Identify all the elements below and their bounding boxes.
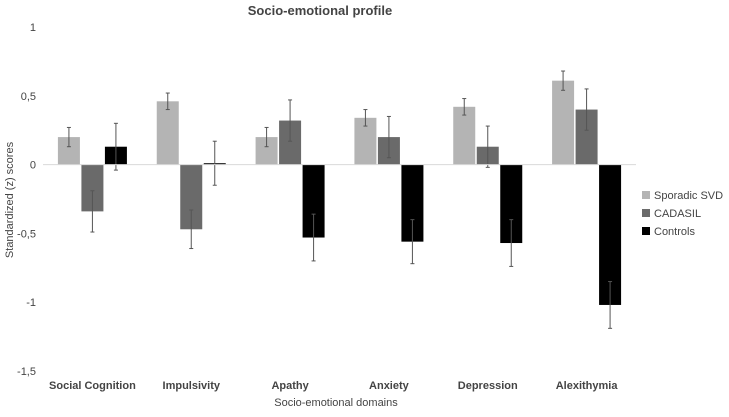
- y-tick-label: -1,5: [17, 366, 36, 378]
- y-axis-label: Standardized (z) scores: [4, 141, 16, 258]
- x-tick-label: Social Cognition: [49, 380, 136, 392]
- legend-label: CADASIL: [654, 208, 701, 220]
- x-axis-label: Socio-emotional domains: [274, 397, 398, 409]
- bar-sporadic-svd: [552, 80, 575, 165]
- bar-cadasil: [81, 164, 104, 212]
- legend-label: Controls: [654, 226, 695, 238]
- x-tick-label: Anxiety: [369, 380, 410, 392]
- bar-cadasil: [575, 109, 598, 165]
- bar-cadasil: [180, 164, 203, 230]
- y-tick-label: -1: [26, 297, 36, 309]
- y-tick-label: -0,5: [17, 228, 36, 240]
- bar-sporadic-svd: [354, 117, 377, 165]
- error-bars-layer: [66, 70, 613, 329]
- bar-sporadic-svd: [57, 137, 80, 165]
- bar-sporadic-svd: [255, 137, 278, 165]
- bar-cadasil: [279, 120, 302, 165]
- y-tick-label: 0: [30, 160, 36, 172]
- bar-controls: [500, 164, 523, 244]
- x-tick-label: Depression: [458, 380, 518, 392]
- bar-sporadic-svd: [453, 106, 476, 165]
- legend-swatch: [642, 209, 650, 217]
- x-tick-label: Apathy: [271, 380, 309, 392]
- bar-controls: [302, 164, 325, 238]
- bar-sporadic-svd: [156, 101, 179, 165]
- bar-controls: [599, 164, 622, 305]
- legend: Sporadic SVD CADASIL Controls: [642, 190, 723, 238]
- x-tick-label: Impulsivity: [163, 380, 221, 392]
- legend-swatch: [642, 227, 650, 235]
- legend-swatch: [642, 191, 650, 199]
- bars-layer: [57, 80, 622, 305]
- x-tick-label: Alexithymia: [556, 380, 619, 392]
- bar-controls: [401, 164, 424, 242]
- y-tick-label: 1: [30, 22, 36, 34]
- y-tick-label: 0,5: [21, 91, 36, 103]
- legend-label: Sporadic SVD: [654, 190, 723, 202]
- axis-layer: 1 0,5 0 -0,5 -1 -1,5 Social Cognition Impulsivi…: [17, 22, 636, 392]
- chart-title: Socio-emotional profile: [248, 3, 392, 18]
